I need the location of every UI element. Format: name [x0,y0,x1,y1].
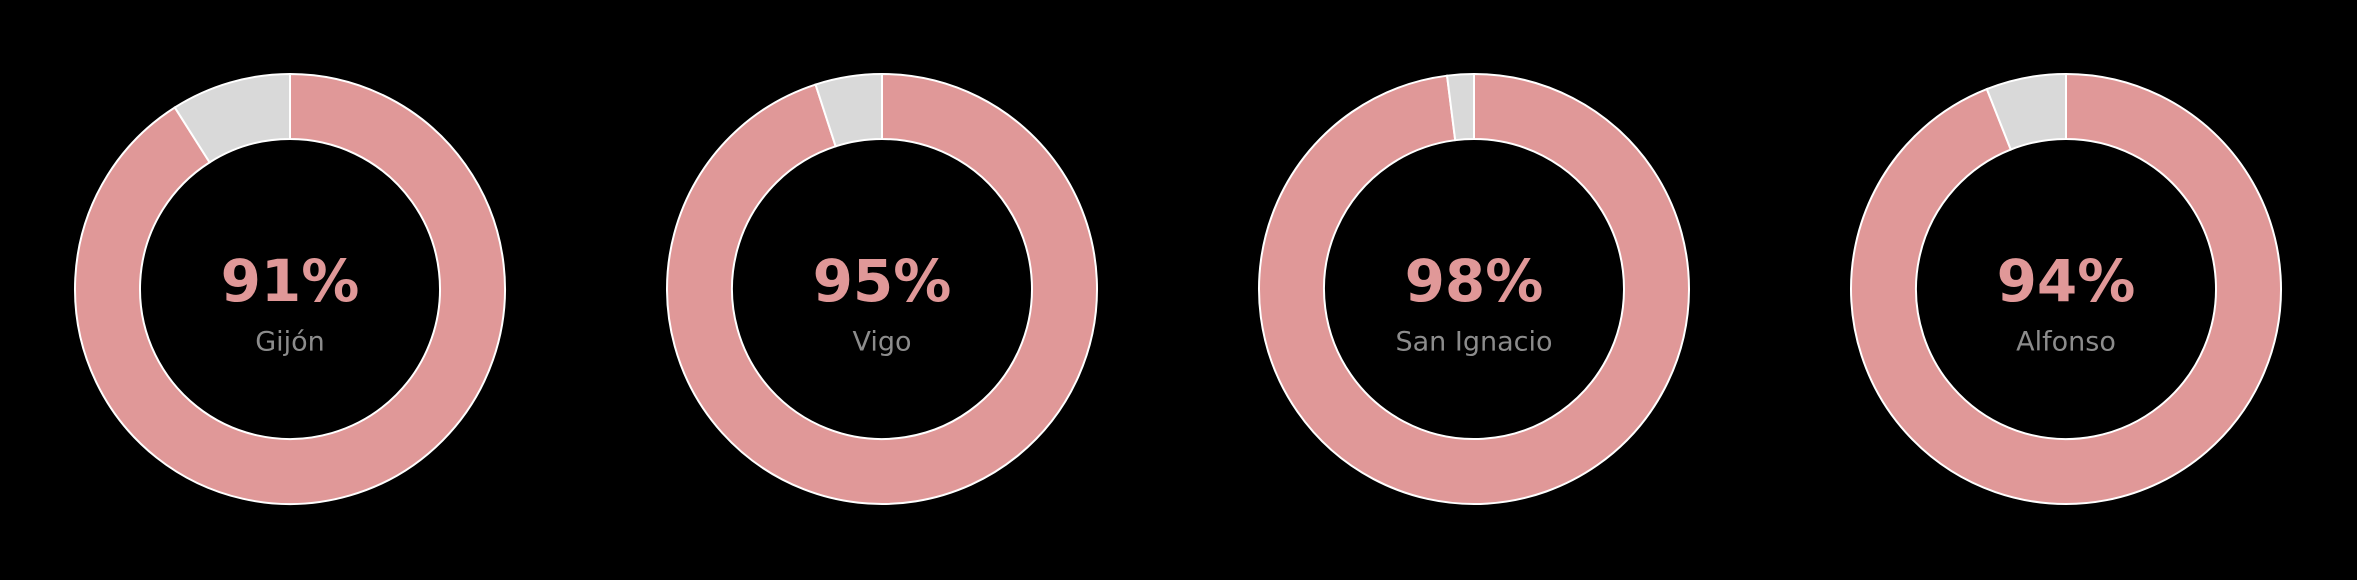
donut-segment [1258,72,1690,505]
donut-segment [74,72,506,505]
percent-label: 98% [1405,247,1544,315]
donut-segment [1445,72,1475,142]
donut-label: Gijón [255,327,325,358]
donut-segment [1849,72,2282,505]
donut-segment [814,72,883,148]
donut-segment [666,72,1098,505]
donut-segment [173,72,291,164]
donut-label: Alfonso [2016,327,2116,358]
donut-label: Vigo [852,327,911,358]
donut-label: San Ignacio [1395,327,1552,358]
percent-label: 91% [221,247,360,315]
donut-segment [1985,72,2067,151]
percent-label: 95% [813,247,952,315]
percent-label: 94% [1997,247,2136,315]
